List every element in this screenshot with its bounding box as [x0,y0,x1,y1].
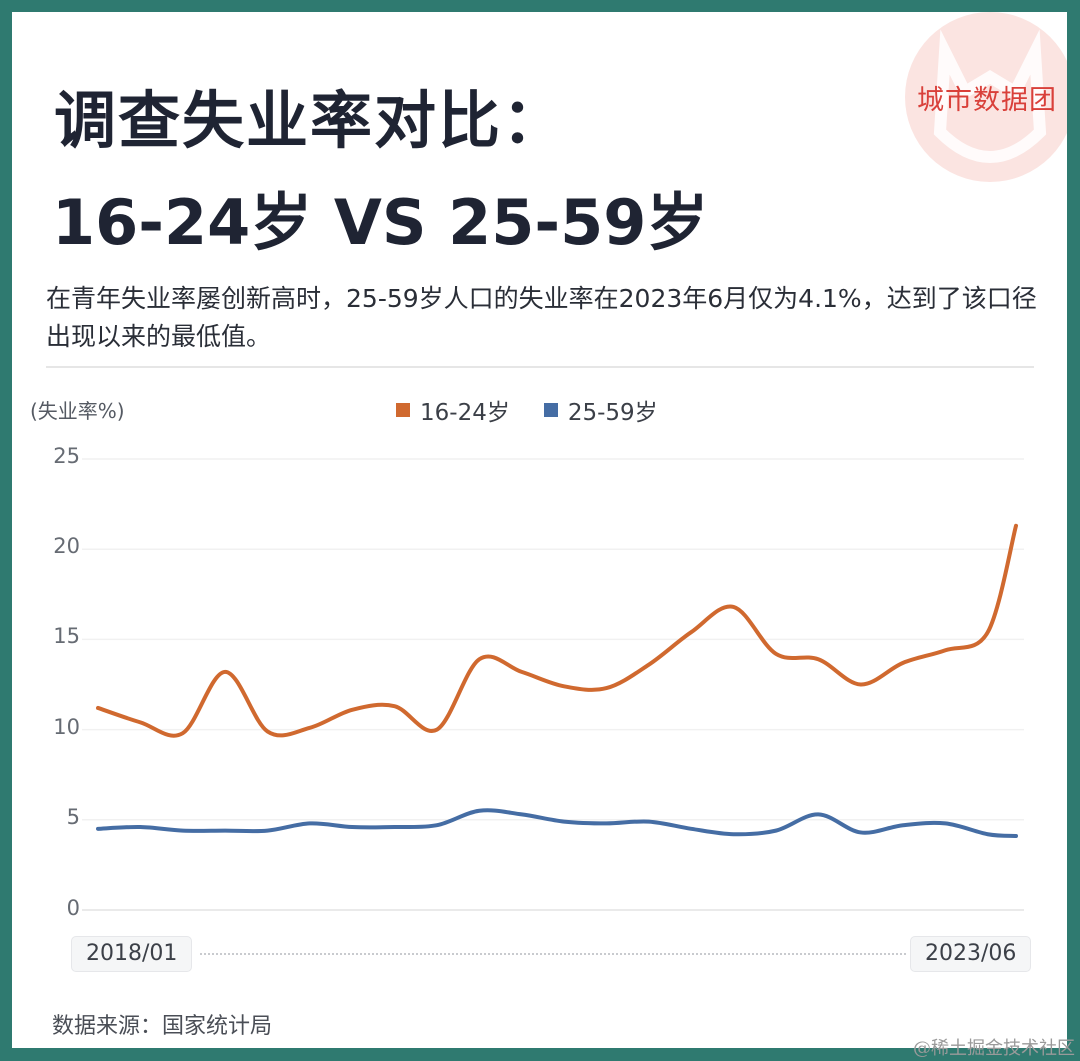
series-line-youth [96,523,1018,738]
legend-swatch-icon [396,403,410,417]
gridlines [82,458,1024,911]
subtitle: 在青年失业率屡创新高时，25-59岁人口的失业率在2023年6月仅为4.1%，达… [46,284,1037,351]
range-end-label: 2023/06 [910,936,1032,972]
range-slider-track [200,953,906,955]
y-tick-label: 25 [53,444,80,468]
legend-item-youth: 16-24岁 [396,393,510,427]
y-axis-unit-label: (失业率%) [30,399,125,423]
series-line-adult [96,808,1018,839]
y-tick-label: 15 [53,624,80,648]
divider [46,366,1034,368]
line-chart [82,458,1024,911]
chart-card: 城市数据团 调查失业率对比： 16-24岁 VS 25-59岁 在青年失业率屡创… [12,12,1067,1048]
chart-legend: 16-24岁 25-59岁 [396,393,658,427]
logo-text: 城市数据团 [917,85,1057,116]
y-tick-label: 20 [53,534,80,558]
y-tick-label: 5 [66,805,80,829]
watermark: @稀土掘金技术社区 [913,1038,1075,1059]
y-tick-label: 0 [66,896,80,920]
logo-cat-icon [933,29,1047,163]
legend-label: 25-59岁 [567,400,658,426]
legend-swatch-icon [543,403,558,417]
legend-label: 16-24岁 [420,400,510,426]
legend-item-adult: 25-59岁 [543,393,658,427]
page-title: 调查失业率对比： [54,84,567,157]
y-tick-label: 10 [53,715,80,739]
range-start-label: 2018/01 [71,936,193,972]
page-title-line2: 16-24岁 VS 25-59岁 [52,186,709,259]
data-source: 数据来源：国家统计局 [52,1014,273,1039]
